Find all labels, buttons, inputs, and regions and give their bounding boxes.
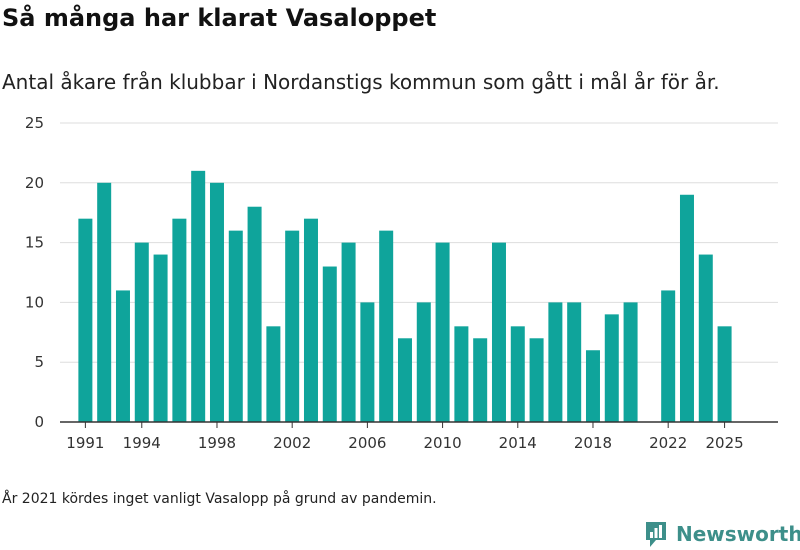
chart-subtitle: Antal åkare från klubbar i Nordanstigs k…: [2, 70, 720, 94]
x-tick-label-1998: 1998: [198, 434, 236, 452]
bar-2015: [529, 338, 544, 422]
x-tick-label-2018: 2018: [574, 434, 612, 452]
bar-1997: [191, 170, 206, 422]
bar-2012: [473, 338, 488, 422]
x-tick-label-2006: 2006: [348, 434, 386, 452]
bar-2008: [397, 338, 412, 422]
newsworthy-logo-icon: [646, 522, 666, 547]
bar-1996: [172, 218, 187, 422]
y-tick-label-0: 0: [34, 413, 44, 431]
bar-2022: [661, 290, 676, 422]
x-tick-label-1991: 1991: [66, 434, 104, 452]
x-tick-label-2010: 2010: [423, 434, 461, 452]
chart-title: Så många har klarat Vasaloppet: [2, 4, 437, 32]
footnote: År 2021 kördes inget vanligt Vasalopp på…: [2, 491, 437, 507]
brand-name: Newsworthy: [676, 522, 800, 546]
bar-1994: [134, 242, 149, 422]
bar-2017: [567, 302, 582, 422]
y-tick-label-20: 20: [25, 174, 44, 192]
bar-2016: [548, 302, 563, 422]
bar-2025: [717, 326, 732, 422]
x-tick-label-2022: 2022: [649, 434, 687, 452]
bar-1998: [209, 182, 224, 422]
bar-2024: [698, 254, 713, 422]
y-tick-label-15: 15: [25, 234, 44, 252]
bar-2014: [510, 326, 525, 422]
bar-2001: [266, 326, 281, 422]
x-tick-label-2002: 2002: [273, 434, 311, 452]
bar-2002: [285, 230, 300, 422]
bar-2000: [247, 206, 262, 422]
bar-2007: [379, 230, 394, 422]
y-tick-label-10: 10: [25, 293, 44, 311]
bar-1991: [78, 218, 93, 422]
bar-1995: [153, 254, 168, 422]
bar-2018: [585, 350, 600, 422]
x-tick-label-2014: 2014: [499, 434, 537, 452]
bar-2005: [341, 242, 356, 422]
bar-2009: [416, 302, 431, 422]
bar-2019: [604, 314, 619, 422]
bar-2011: [454, 326, 469, 422]
bar-2013: [491, 242, 506, 422]
bar-2003: [303, 218, 318, 422]
bar-2020: [623, 302, 638, 422]
brand-logo: Newsworthy: [644, 519, 800, 549]
bar-2023: [679, 194, 694, 422]
y-tick-label-5: 5: [34, 353, 44, 371]
bar-1992: [97, 182, 112, 422]
bar-2006: [360, 302, 375, 422]
x-tick-label-1994: 1994: [123, 434, 161, 452]
bar-2010: [435, 242, 450, 422]
y-tick-label-25: 25: [25, 114, 44, 132]
bar-2004: [322, 266, 337, 422]
bar-1999: [228, 230, 243, 422]
x-tick-label-2025: 2025: [705, 434, 743, 452]
bar-1993: [115, 290, 130, 422]
